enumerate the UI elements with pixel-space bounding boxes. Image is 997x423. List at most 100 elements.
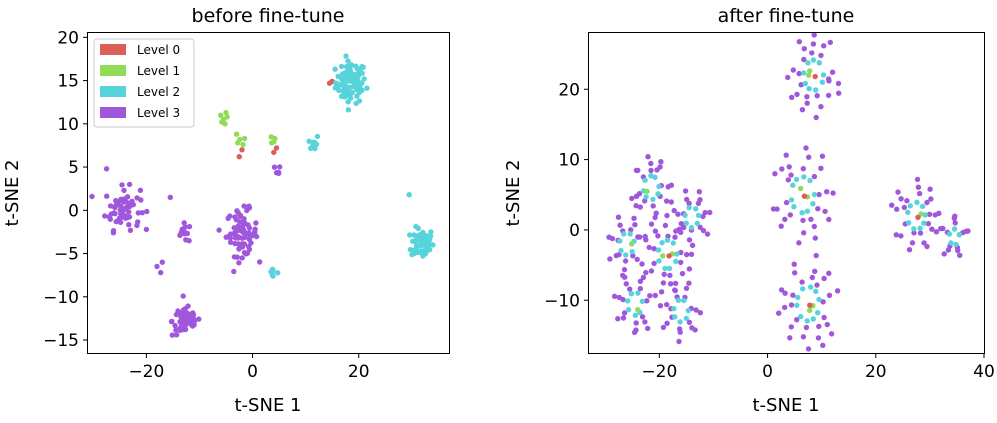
data-point (801, 70, 807, 76)
data-point (647, 293, 653, 299)
data-point (782, 216, 788, 222)
data-point (407, 232, 413, 238)
data-point (648, 167, 654, 174)
data-point (807, 177, 813, 184)
data-point (660, 253, 666, 259)
data-point (933, 229, 940, 235)
data-point (783, 199, 790, 206)
data-point (788, 302, 795, 308)
data-point (633, 320, 639, 326)
data-point (611, 293, 618, 299)
data-point (688, 251, 695, 257)
data-point (232, 214, 238, 220)
data-point (89, 193, 95, 200)
data-point (225, 215, 231, 221)
data-point (240, 229, 246, 235)
data-point (785, 74, 791, 81)
data-point (652, 292, 658, 299)
data-point (180, 322, 187, 328)
data-point (805, 346, 812, 352)
data-point (927, 186, 933, 192)
legend-swatch (100, 44, 126, 55)
data-point (177, 310, 183, 316)
data-point (345, 107, 352, 113)
data-point (919, 203, 926, 209)
data-point (697, 310, 703, 316)
data-point (253, 233, 260, 240)
data-point (154, 263, 160, 270)
data-point (414, 237, 421, 243)
data-point (917, 230, 924, 236)
data-point (359, 63, 365, 70)
legend-swatch (100, 107, 126, 118)
data-point (652, 228, 659, 234)
data-point (650, 203, 656, 209)
data-point (686, 266, 693, 272)
data-point (178, 230, 184, 236)
data-point (629, 249, 635, 255)
data-point (678, 229, 684, 235)
data-point (952, 213, 958, 219)
data-point (803, 324, 810, 331)
data-point (621, 310, 628, 316)
data-point (916, 190, 923, 197)
data-point (633, 193, 640, 199)
data-point (778, 287, 785, 293)
data-point (695, 212, 702, 219)
data-point (617, 222, 623, 228)
data-point (241, 203, 247, 209)
data-point (618, 247, 624, 254)
data-point (110, 230, 117, 236)
y-tick-label: 15 (57, 72, 79, 92)
data-point (677, 319, 683, 325)
data-point (686, 205, 692, 211)
data-point (180, 307, 187, 313)
data-point (653, 210, 659, 216)
data-point (644, 298, 650, 304)
data-point (271, 149, 277, 156)
data-point (685, 307, 691, 314)
data-point (798, 185, 804, 192)
data-point (134, 195, 140, 201)
data-point (139, 210, 145, 216)
data-point (675, 211, 681, 217)
data-point (224, 114, 230, 120)
data-point (936, 210, 942, 216)
legend-entry: Level 3 (100, 106, 180, 120)
data-point (635, 290, 641, 296)
data-point (650, 196, 656, 203)
data-point (637, 234, 643, 240)
data-point (428, 229, 434, 235)
data-point (693, 206, 699, 212)
data-point (955, 247, 961, 254)
data-point (102, 213, 108, 219)
data-point (807, 302, 813, 308)
data-point (364, 85, 370, 91)
data-point (909, 240, 916, 246)
data-point (310, 142, 316, 148)
data-point (118, 215, 124, 221)
data-point (816, 296, 822, 303)
axis-ticks: −20 0 20 −15 −10 −5 0 5 10 15 20 (43, 28, 369, 382)
data-point (929, 226, 935, 232)
data-point (411, 247, 418, 253)
data-point (673, 228, 679, 234)
data-point (159, 259, 165, 265)
data-point (807, 307, 813, 314)
data-point (795, 294, 801, 301)
data-point (625, 298, 631, 304)
data-point (801, 46, 807, 52)
data-point (811, 223, 817, 230)
data-point (815, 310, 821, 316)
data-point (233, 131, 240, 137)
data-point (663, 198, 670, 204)
y-tick-label: 20 (558, 80, 580, 100)
data-point (659, 240, 665, 246)
data-point (835, 80, 842, 87)
data-point (643, 194, 649, 200)
data-point (670, 240, 676, 246)
data-point (821, 43, 827, 49)
data-point (118, 203, 124, 210)
data-point (694, 220, 700, 226)
data-point (814, 282, 820, 288)
